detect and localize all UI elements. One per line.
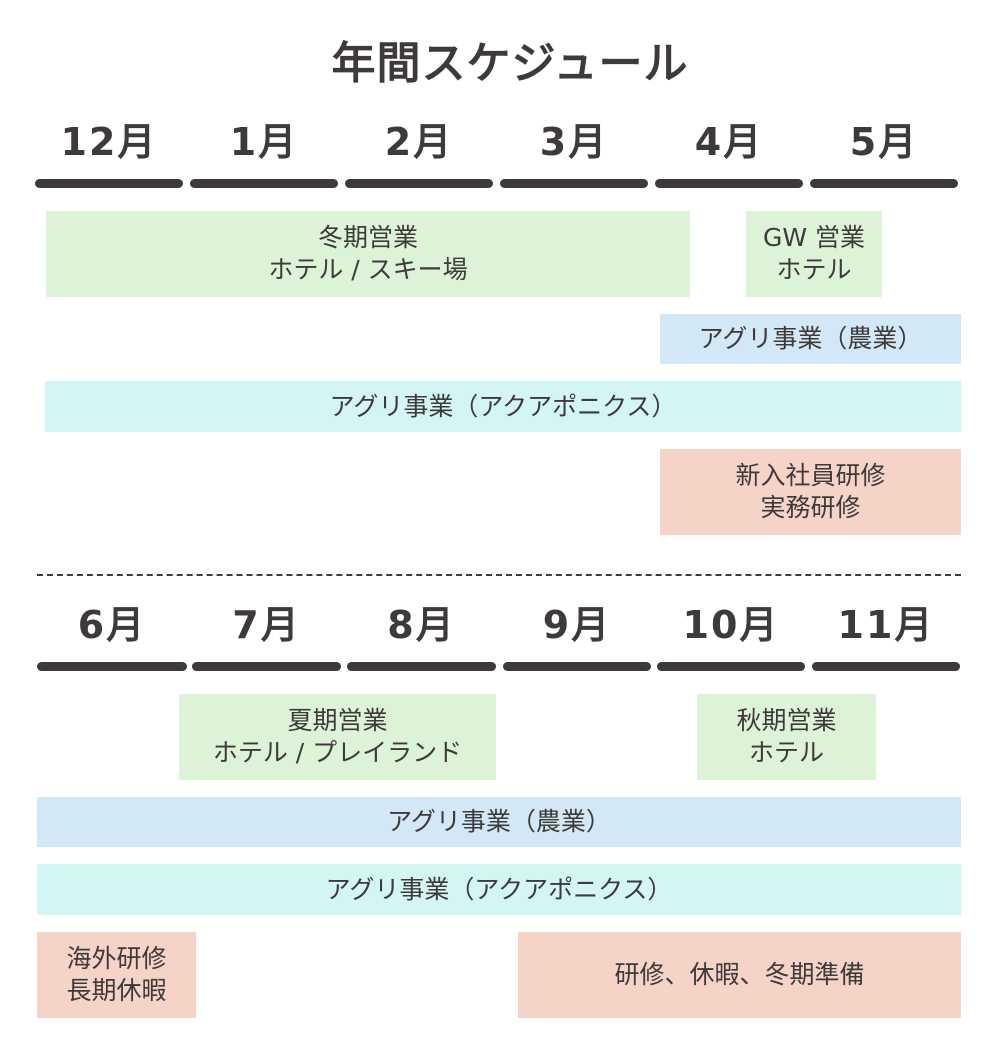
- month-label: 11月: [837, 603, 935, 647]
- month-bar: [345, 179, 493, 188]
- month-label: 4月: [694, 120, 764, 164]
- month-jan: 1月: [190, 118, 338, 188]
- month-label: 12月: [60, 120, 158, 164]
- month-label: 2月: [384, 120, 454, 164]
- month-dec: 12月: [35, 118, 183, 188]
- month-bar: [347, 662, 496, 671]
- month-row-top: 12月 1月 2月 3月 4月 5月: [0, 118, 1000, 188]
- month-bar: [655, 179, 803, 188]
- agri-aquaponics-block-bottom: アグリ事業（アクアポニクス）: [37, 864, 961, 915]
- agri-farm-block-bottom: アグリ事業（農業）: [37, 797, 961, 847]
- month-may: 5月: [810, 118, 958, 188]
- month-bar: [35, 179, 183, 188]
- autumn-operations-block: 秋期営業 ホテル: [697, 694, 876, 780]
- month-label: 1月: [229, 120, 299, 164]
- training-leave-prep-block: 研修、休暇、冬期準備: [518, 932, 961, 1018]
- month-jun: 6月: [37, 601, 187, 671]
- month-sep: 9月: [503, 601, 651, 671]
- month-jul: 7月: [192, 601, 341, 671]
- month-label: 8月: [387, 603, 456, 647]
- page-title: 年間スケジュール: [331, 38, 689, 89]
- month-bar: [503, 662, 651, 671]
- winter-operations-block: 冬期営業 ホテル / スキー場: [46, 211, 690, 297]
- summer-operations-block: 夏期営業 ホテル / プレイランド: [179, 694, 496, 780]
- agri-aquaponics-block: アグリ事業（アクアポニクス）: [45, 381, 961, 432]
- month-bar: [190, 179, 338, 188]
- month-apr: 4月: [655, 118, 803, 188]
- month-bar: [192, 662, 341, 671]
- section-divider: [37, 574, 961, 576]
- month-aug: 8月: [347, 601, 496, 671]
- month-label: 5月: [849, 120, 919, 164]
- month-label: 10月: [682, 603, 780, 647]
- gw-operations-block: GW 営業 ホテル: [746, 211, 882, 297]
- overseas-training-block: 海外研修 長期休暇: [37, 932, 196, 1018]
- month-label: 3月: [539, 120, 609, 164]
- month-feb: 2月: [345, 118, 493, 188]
- month-label: 9月: [542, 603, 612, 647]
- month-bar: [37, 662, 187, 671]
- agri-farm-block: アグリ事業（農業）: [660, 314, 961, 364]
- month-label: 7月: [232, 603, 301, 647]
- new-employee-training-block: 新入社員研修 実務研修: [660, 449, 961, 535]
- month-row-bottom: 6月 7月 8月 9月 10月 11月: [0, 601, 1000, 671]
- month-bar: [812, 662, 960, 671]
- month-label: 6月: [77, 603, 147, 647]
- month-bar: [500, 179, 648, 188]
- month-nov: 11月: [812, 601, 960, 671]
- month-mar: 3月: [500, 118, 648, 188]
- month-bar: [810, 179, 958, 188]
- month-bar: [657, 662, 805, 671]
- month-oct: 10月: [657, 601, 805, 671]
